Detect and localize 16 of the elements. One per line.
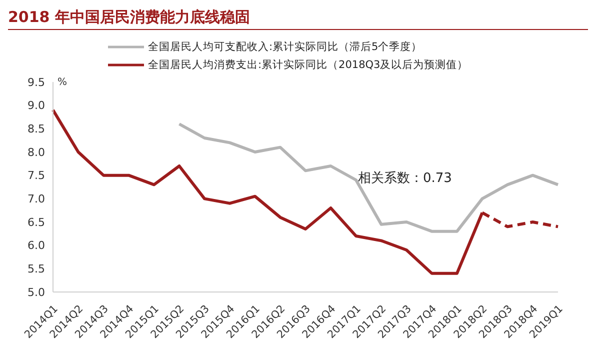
y-tick-label: 8.5 bbox=[28, 122, 45, 136]
y-tick-label: 9.0 bbox=[28, 99, 45, 112]
annotation: 相关系数：0.73 bbox=[358, 171, 452, 186]
y-tick-label: 5.0 bbox=[28, 286, 45, 299]
legend-label: 全国居民人均消费支出:累计实际同比（2018Q3及以后为预测值） bbox=[148, 58, 468, 72]
y-tick-label: 8.0 bbox=[28, 146, 45, 159]
legend-label: 全国居民人均可支配收入:累计实际同比（滞后5个季度） bbox=[148, 40, 422, 54]
y-tick-label: 7.0 bbox=[28, 192, 45, 206]
y-axis-title: % bbox=[57, 77, 67, 88]
y-tick-label: 6.0 bbox=[28, 239, 45, 252]
y-tick-label: 6.5 bbox=[28, 216, 45, 229]
chart-title: 2018 年中国居民消费能力底线稳固 bbox=[8, 8, 588, 30]
line-series bbox=[178, 122, 560, 233]
y-tick-label: 7.5 bbox=[28, 169, 45, 182]
y-tick-label: 5.5 bbox=[28, 262, 45, 276]
y-tick-label: 9.5 bbox=[28, 76, 45, 89]
